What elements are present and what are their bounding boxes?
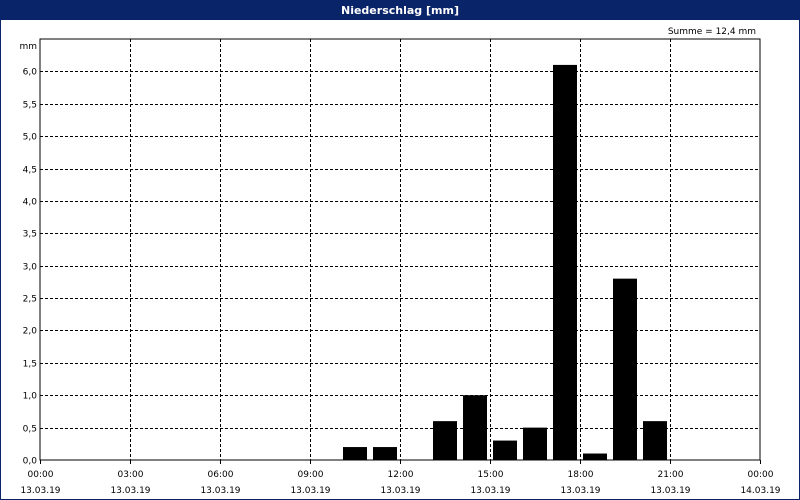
- bar-hour-17: [553, 64, 577, 461]
- y-tick-label: 0,0: [23, 457, 38, 467]
- y-tick-label: 2,0: [23, 327, 38, 337]
- x-tick-date-label: 14.03.19: [740, 486, 780, 496]
- bar-hour-20: [643, 421, 667, 460]
- x-tick-time-label: 09:00: [298, 470, 324, 480]
- x-tick-time-label: 18:00: [568, 470, 594, 480]
- bar-hour-19: [613, 278, 637, 460]
- x-tick-time-label: 12:00: [388, 470, 414, 480]
- y-tick-label: 5,5: [23, 101, 37, 111]
- x-tick-date-label: 13.03.19: [110, 486, 150, 496]
- bar-hour-16: [523, 427, 547, 460]
- y-tick-label: 2,5: [23, 295, 37, 305]
- x-tick-time-label: 00:00: [28, 470, 54, 480]
- x-tick-date-label: 13.03.19: [200, 486, 240, 496]
- y-tick-label: 6,0: [23, 68, 38, 78]
- bar-hour-11: [373, 447, 397, 460]
- y-tick-label: 1,5: [23, 360, 37, 370]
- x-tick-date-label: 13.03.19: [650, 486, 690, 496]
- y-tick-label: 3,5: [23, 230, 37, 240]
- x-tick-date-label: 13.03.19: [560, 486, 600, 496]
- bar-hour-14: [463, 395, 487, 460]
- x-tick-time-label: 15:00: [478, 470, 504, 480]
- y-tick-label: 1,0: [23, 392, 38, 402]
- x-tick-date-label: 13.03.19: [290, 486, 330, 496]
- x-tick-time-label: 21:00: [658, 470, 684, 480]
- y-tick-label: 5,0: [23, 133, 38, 143]
- y-tick-label: 4,5: [23, 166, 37, 176]
- bar-hour-15: [493, 440, 517, 460]
- bar-hour-10: [343, 447, 367, 460]
- bar-hour-13: [433, 421, 457, 460]
- x-tick-time-label: 03:00: [118, 470, 144, 480]
- y-tick-label: 4,0: [23, 198, 38, 208]
- x-tick-date-label: 13.03.19: [470, 486, 510, 496]
- bar-hour-18: [583, 453, 607, 460]
- x-tick-date-label: 13.03.19: [20, 486, 60, 496]
- sum-label: Summe = 12,4 mm: [668, 27, 756, 37]
- x-tick-time-label: 00:00: [748, 470, 774, 480]
- y-tick-label: 0,5: [23, 425, 37, 435]
- y-unit-label: mm: [19, 42, 37, 52]
- x-tick-time-label: 06:00: [208, 470, 234, 480]
- y-tick-label: 3,0: [23, 263, 38, 273]
- x-tick-date-label: 13.03.19: [380, 486, 420, 496]
- chart-title: Niederschlag [mm]: [1, 1, 799, 20]
